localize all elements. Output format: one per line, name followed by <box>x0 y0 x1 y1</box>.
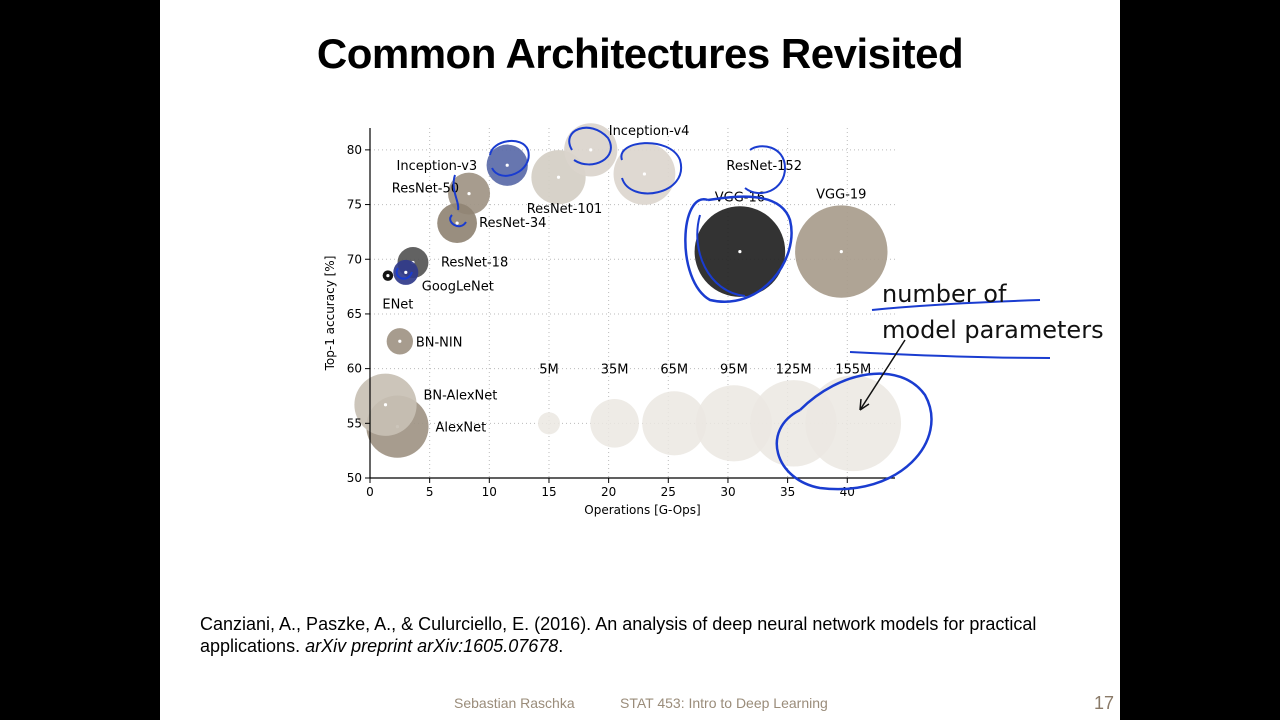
y-tick-label: 65 <box>347 307 362 321</box>
size-legend: 5M 35M 65M 95M 125M 155M <box>537 363 902 472</box>
size-legend-bubble <box>590 399 639 448</box>
point-label-inception-v3: Inception-v3 <box>397 159 478 174</box>
point-label-resnet-18: ResNet-18 <box>441 256 508 271</box>
pen-stroke-vgg16 <box>684 195 793 303</box>
x-tick-label: 20 <box>601 485 616 499</box>
annotation-line1: number of <box>882 280 1007 308</box>
point-label-resnet-50: ResNet-50 <box>392 182 459 197</box>
point-label-vgg-19: VGG-19 <box>816 188 866 203</box>
x-tick-label: 25 <box>661 485 676 499</box>
size-legend-bubble <box>642 391 707 456</box>
pen-annotations: number of model parameters <box>395 126 1104 491</box>
pen-stroke-inception-v4 <box>568 126 612 166</box>
x-tick-label: 30 <box>720 485 735 499</box>
footer: Sebastian Raschka STAT 453: Intro to Dee… <box>160 693 1120 715</box>
citation: Canziani, A., Paszke, A., & Culurciello,… <box>200 613 1100 657</box>
bubble-center-dot <box>467 192 471 196</box>
point-label-enet: ENet <box>382 298 413 313</box>
page-number: 17 <box>1093 693 1114 713</box>
pen-stroke-inception-v3 <box>489 140 530 177</box>
pen-stroke-resnet-152 <box>620 142 683 195</box>
pen-stroke-155m <box>775 372 933 491</box>
x-axis-title: Operations [G-Ops] <box>584 503 700 517</box>
footer-course: STAT 453: Intro to Deep Learning <box>620 695 828 711</box>
size-legend-bubble <box>537 412 561 435</box>
x-tick-label: 35 <box>780 485 795 499</box>
chart-points <box>354 123 888 458</box>
annotation-line2: model parameters <box>882 316 1104 344</box>
bubble-center-dot <box>383 403 388 407</box>
point-label-resnet-34: ResNet-34 <box>479 216 546 231</box>
y-axis-title: Top-1 accuracy [%] <box>323 256 337 372</box>
size-legend-bubble <box>695 385 773 462</box>
point-label-bn-nin: BN-NIN <box>416 335 463 350</box>
citation-journal: arXiv preprint arXiv:1605.07678 <box>305 636 559 656</box>
bubble-center-dot <box>386 274 390 278</box>
point-label-vgg-16: VGG-16 <box>715 191 765 206</box>
y-tick-label: 55 <box>347 416 362 430</box>
bubble-center-dot <box>398 339 402 343</box>
bubble-center-dot <box>839 249 843 254</box>
pen-stroke-resnet-34 <box>449 214 467 228</box>
point-label-resnet-152: ResNet-152 <box>726 159 802 174</box>
bubble-center-dot <box>642 172 647 176</box>
chart: 5M 35M 65M 95M 125M 155M 0 5 10 15 20 25 30 35 405055… <box>323 123 1104 517</box>
x-tick-label: 0 <box>366 485 374 499</box>
size-legend-label: 155M <box>835 363 871 378</box>
annotation-arrow <box>859 339 906 411</box>
size-legend-label: 125M <box>776 363 812 378</box>
point-label-googlenet: GoogLeNet <box>422 279 494 294</box>
x-tick-label: 10 <box>482 485 497 499</box>
y-tick-label: 60 <box>347 362 362 376</box>
bubble-center-dot <box>556 175 561 179</box>
y-tick-label: 75 <box>347 198 362 212</box>
point-label-alexnet: AlexNet <box>435 421 486 436</box>
size-legend-label: 5M <box>539 363 559 378</box>
citation-end: . <box>558 636 564 656</box>
y-tick-label: 70 <box>347 252 362 266</box>
size-legend-label: 95M <box>720 363 748 378</box>
bubble-center-dot <box>589 148 593 152</box>
pen-stroke-resnet-152-label <box>744 145 787 195</box>
pen-stroke-vgg16-inner <box>696 214 746 297</box>
footer-author: Sebastian Raschka <box>454 695 575 711</box>
slide-title: Common Architectures Revisited <box>316 30 964 77</box>
slide: Common Architectures Revisited 5M 35M 65M 9… <box>160 0 1120 720</box>
y-tick-label: 50 <box>347 471 362 485</box>
x-tick-label: 5 <box>426 485 434 499</box>
bubble-center-dot <box>455 221 459 225</box>
pen-underline-parameters <box>849 351 1051 359</box>
size-legend-bubble <box>805 375 902 472</box>
bubble-center-dot <box>404 270 408 274</box>
pen-stroke-resnet-50 <box>452 174 460 211</box>
pen-underline-number-of <box>871 299 1041 311</box>
point-label-resnet-101: ResNet-101 <box>527 202 603 217</box>
x-tick-label: 15 <box>541 485 556 499</box>
size-legend-label: 35M <box>601 363 629 378</box>
point-label-inception-v4: Inception-v4 <box>609 124 690 139</box>
y-tick-label: 80 <box>347 143 362 157</box>
point-label-bn-alexnet: BN-AlexNet <box>424 389 498 404</box>
chart-axes: 0 5 10 15 20 25 30 35 4050556065707580Operations… <box>323 128 895 517</box>
citation-text: Canziani, A., Paszke, A., & Culurciello,… <box>200 614 1037 656</box>
bubble-center-dot <box>505 163 509 167</box>
annotation-arrowhead <box>859 398 870 411</box>
bubble-center-dot <box>738 249 742 254</box>
size-legend-label: 65M <box>660 363 688 378</box>
pen-stroke-googlenet <box>395 267 413 280</box>
chart-point-labels: AlexNet BN-AlexNet BN-NIN ENet GoogLeNet ResN… <box>382 124 866 436</box>
